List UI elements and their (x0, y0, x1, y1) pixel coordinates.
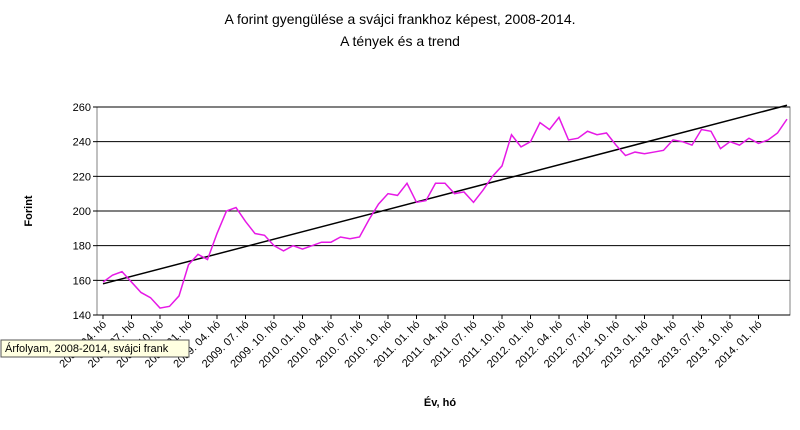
tooltip-box (0, 339, 190, 358)
y-tick-label: 240 (73, 137, 91, 149)
y-tick-label: 200 (73, 206, 91, 218)
chart-subtitle: A tények és a trend (340, 33, 460, 49)
chart-title: A forint gyengülése a svájci frankhoz ké… (225, 11, 576, 27)
y-tick-label: 260 (73, 102, 91, 114)
y-axis-title: Forint (23, 195, 35, 226)
y-tick-label: 180 (73, 241, 91, 253)
tooltip: Árfolyam, 2008-2014, svájci frank (0, 339, 190, 358)
y-tick-label: 140 (73, 310, 91, 322)
trend-line (102, 104, 788, 285)
y-tick-label: 220 (73, 171, 91, 183)
y-tick-label: 160 (73, 275, 91, 287)
data-line (102, 115, 788, 309)
x-axis-title: Év, hó (424, 396, 456, 409)
tooltip-text: Árfolyam, 2008-2014, svájci frank (5, 342, 169, 355)
